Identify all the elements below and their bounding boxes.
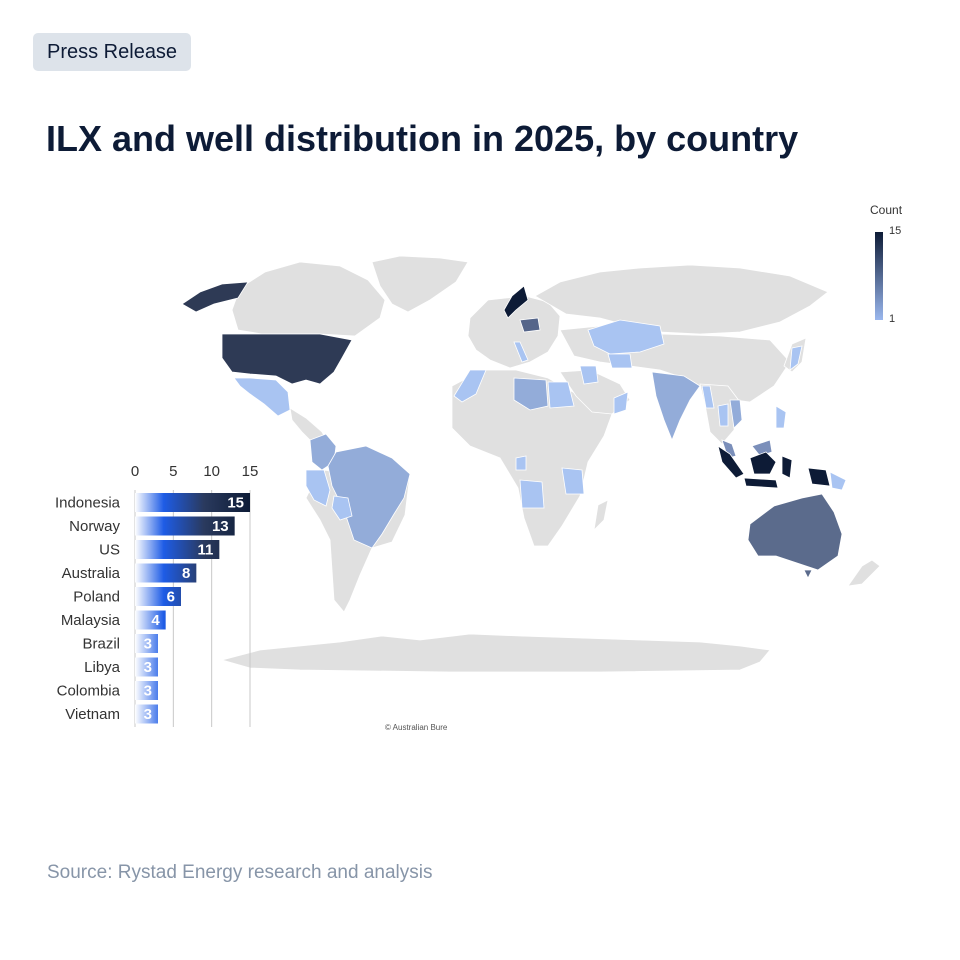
map-india — [651, 371, 701, 442]
map-iraq — [579, 365, 599, 385]
legend-max-label: 15 — [889, 225, 902, 237]
source-note: Source: Rystad Energy research and analy… — [47, 862, 433, 883]
map-algeria-west — [453, 369, 487, 403]
map-bolivia — [331, 495, 353, 521]
legend-min-label: 1 — [889, 313, 896, 325]
map-turkmenistan — [607, 353, 633, 369]
map-myanmar — [701, 385, 715, 409]
map-png — [829, 471, 847, 491]
map-poland — [519, 317, 541, 333]
map-malaysia-borneo — [751, 439, 773, 457]
map-angola — [519, 479, 545, 509]
map-nigeria — [515, 455, 527, 471]
map-brazil — [327, 445, 411, 549]
map-thailand — [717, 403, 729, 427]
map-indonesia-papua — [807, 467, 831, 487]
map-kazakhstan — [587, 319, 665, 355]
map-africa — [451, 369, 613, 547]
map-australia — [747, 493, 843, 571]
map-norway — [503, 285, 529, 319]
map-oman — [613, 391, 629, 415]
color-legend: Count 15 1 — [862, 203, 932, 328]
map-vietnam — [729, 399, 743, 429]
map-alaska — [181, 281, 249, 313]
map-peru — [305, 469, 331, 507]
map-indonesia-borneo — [749, 451, 777, 475]
map-greenland — [371, 255, 469, 313]
map-attribution: © Australian Bure — [385, 723, 448, 732]
map-antarctica — [220, 633, 771, 673]
map-new-zealand — [847, 559, 881, 587]
legend-title: Count — [870, 203, 903, 217]
map-madagascar — [593, 499, 609, 532]
map-egypt — [547, 381, 575, 409]
map-mexico — [233, 377, 291, 417]
press-release-badge: Press Release — [33, 33, 192, 71]
map-indonesia-sumatra — [717, 445, 745, 479]
map-libya — [513, 377, 549, 411]
map-canada — [231, 261, 386, 337]
map-us — [221, 333, 353, 385]
map-europe — [467, 295, 561, 369]
map-indonesia-java — [743, 477, 779, 489]
map-japan-hl — [789, 345, 803, 371]
page-title: ILX and well distribution in 2025, by co… — [46, 118, 799, 159]
legend-gradient-bar — [875, 232, 883, 320]
map-russia — [534, 264, 829, 335]
map-tasmania — [803, 569, 813, 579]
map-indonesia-sulawesi — [781, 455, 793, 479]
map-philippines — [775, 405, 787, 429]
map-tanzania — [561, 467, 585, 495]
map-italy — [513, 341, 529, 363]
